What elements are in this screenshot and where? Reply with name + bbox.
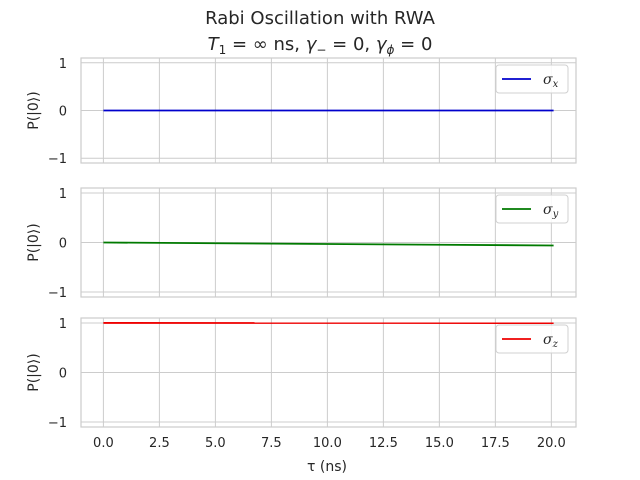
- subplot: 1 0 −1 P(|0⟩) σx: [26, 57, 577, 167]
- plot-frame: [80, 57, 577, 164]
- subtitle-part: −: [316, 43, 326, 57]
- x-tick-label: 10.0: [313, 436, 342, 451]
- plot-frame: [80, 187, 577, 298]
- subtitle-part: γ: [376, 34, 388, 55]
- subtitle-part: = 0,: [326, 34, 375, 55]
- y-tick-label: −1: [48, 152, 67, 167]
- subtitle-part: = 0: [394, 34, 432, 55]
- x-tick-label: 20.0: [537, 436, 566, 451]
- legend-label: σy: [543, 202, 559, 220]
- x-tick-label: 15.0: [425, 436, 454, 451]
- legend-box: [495, 64, 569, 94]
- x-tick-label: 0.0: [93, 436, 114, 451]
- subtitle-part: γ: [306, 34, 318, 55]
- legend-symbol: σ: [543, 332, 553, 348]
- x-tick-label: 2.5: [149, 436, 170, 451]
- legend-subscript: z: [552, 339, 559, 350]
- x-tick-label: 7.5: [261, 436, 282, 451]
- legend: σy: [495, 194, 569, 224]
- legend-subscript: x: [553, 79, 559, 90]
- x-tick-label: 12.5: [369, 436, 398, 451]
- y-tick-label: 1: [59, 187, 67, 202]
- subtitle-part: T: [208, 34, 221, 55]
- y-tick-label: 1: [59, 57, 67, 72]
- legend-box: [495, 324, 569, 354]
- legend-box: [495, 194, 569, 224]
- x-tick-label: 5.0: [205, 436, 226, 451]
- subplot: 1 0 −1 P(|0⟩) σz: [26, 317, 577, 431]
- x-tick-label: 17.5: [481, 436, 510, 451]
- legend: σx: [495, 64, 569, 94]
- subtitle-part: ϕ: [387, 43, 395, 57]
- subtitle-part: = ∞ ns,: [226, 34, 305, 55]
- y-tick-label: 1: [59, 317, 67, 332]
- y-tick-label: 0: [59, 367, 67, 382]
- legend-symbol: σ: [543, 72, 553, 88]
- y-tick-label: 0: [59, 105, 67, 120]
- chart-subtitle: T1 = ∞ ns, γ− = 0, γϕ = 0: [208, 34, 433, 57]
- legend-subscript: y: [552, 209, 559, 220]
- legend-symbol: σ: [543, 202, 553, 218]
- x-axis-label: τ (ns): [307, 459, 347, 475]
- subplot: 1 0 −1 P(|0⟩) σy: [26, 187, 577, 301]
- plot-frame: [80, 317, 577, 428]
- legend-label: σx: [543, 72, 559, 90]
- chart-title: Rabi Oscillation with RWA: [205, 8, 435, 29]
- y-axis-label: P(|0⟩): [26, 223, 42, 261]
- legend: σz: [495, 324, 569, 354]
- y-axis-label: P(|0⟩): [26, 91, 42, 129]
- y-axis-label: P(|0⟩): [26, 353, 42, 391]
- series-line: [103, 241, 554, 247]
- y-tick-label: −1: [48, 416, 67, 431]
- x-tick-labels: 0.0 2.5 5.0 7.5 10.0 12.5 15.0 17.5 20.0: [93, 436, 566, 451]
- y-tick-label: 0: [59, 237, 67, 252]
- legend-label: σz: [543, 332, 559, 350]
- y-tick-label: −1: [48, 286, 67, 301]
- subtitle-part: 1: [219, 43, 227, 57]
